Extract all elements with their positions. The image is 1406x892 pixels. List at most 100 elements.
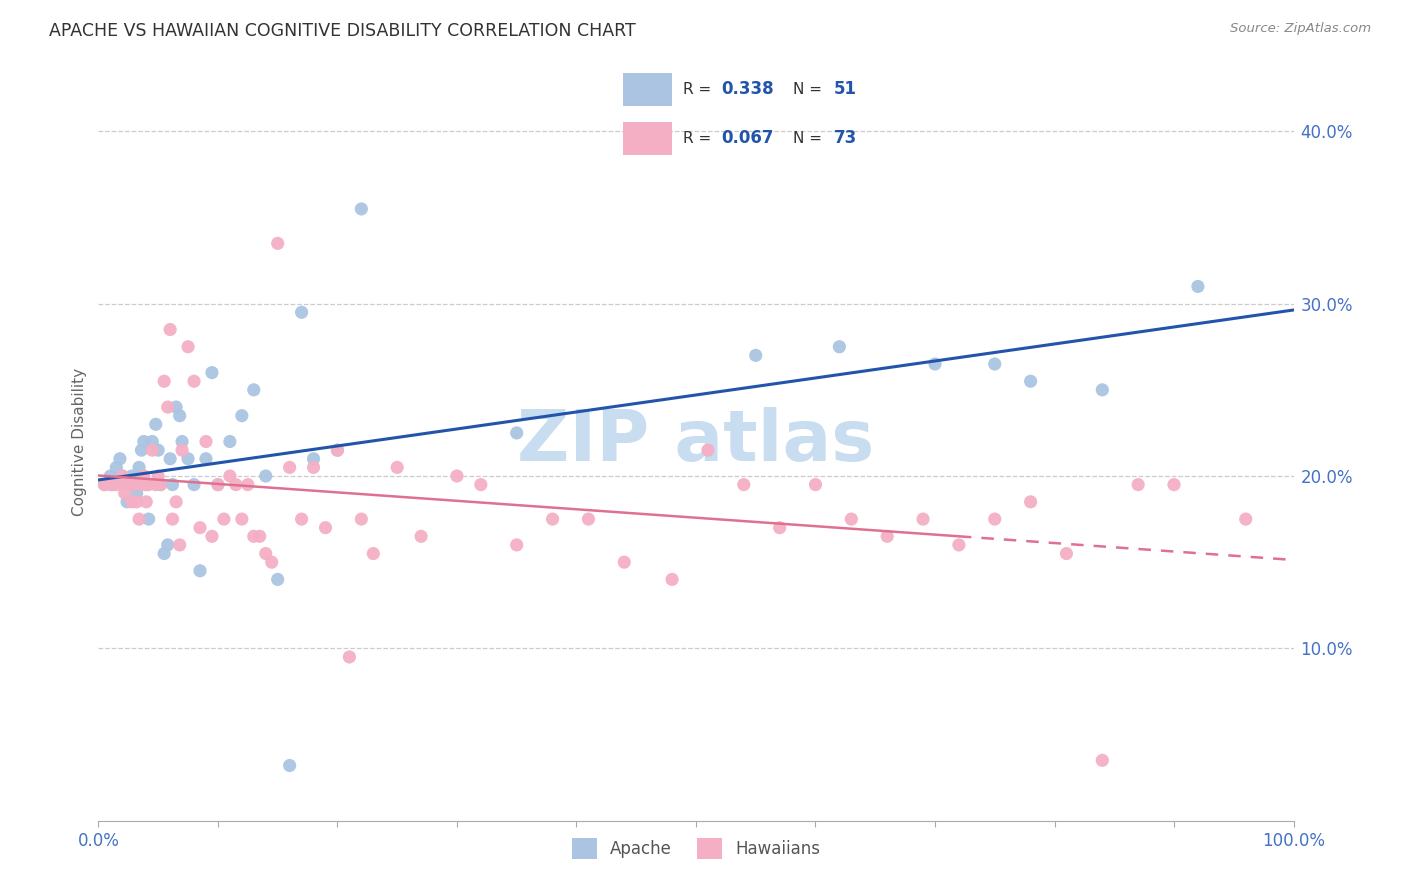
Point [121, 495, 143, 509]
Point [138, 477, 160, 491]
Point [207, 477, 229, 491]
Point [114, 477, 136, 491]
Point [156, 400, 179, 414]
Point [98, 477, 122, 491]
Point [613, 555, 636, 569]
Point [326, 443, 349, 458]
Text: R =: R = [683, 81, 716, 96]
Point [385, 460, 409, 475]
Point [219, 469, 242, 483]
Point [132, 434, 155, 449]
Point [1091, 383, 1114, 397]
Point [165, 495, 187, 509]
Point [225, 477, 247, 491]
Point [114, 486, 136, 500]
Point [243, 383, 266, 397]
Point [350, 512, 373, 526]
Point [115, 495, 138, 509]
Point [132, 469, 155, 483]
Point [117, 477, 139, 491]
Point [339, 649, 361, 664]
Point [183, 374, 205, 388]
Point [101, 477, 124, 491]
Point [948, 538, 970, 552]
Point [128, 512, 150, 526]
Point [162, 477, 184, 491]
Text: 0.338: 0.338 [721, 80, 773, 98]
Point [108, 451, 131, 466]
Point [125, 486, 148, 500]
Point [350, 202, 373, 216]
Point [302, 451, 325, 466]
Point [1187, 279, 1209, 293]
Point [984, 357, 1007, 371]
Text: APACHE VS HAWAIIAN COGNITIVE DISABILITY CORRELATION CHART: APACHE VS HAWAIIAN COGNITIVE DISABILITY … [49, 22, 636, 40]
Point [697, 443, 720, 458]
Point [446, 469, 468, 483]
Point [131, 443, 153, 458]
Point [1234, 512, 1257, 526]
Point [254, 547, 277, 561]
Point [249, 529, 271, 543]
Point [278, 758, 301, 772]
Point [876, 529, 898, 543]
Point [172, 443, 194, 458]
Point [153, 547, 176, 561]
Text: ZIP atlas: ZIP atlas [517, 407, 875, 476]
Point [911, 512, 934, 526]
Point [141, 434, 163, 449]
Point [841, 512, 863, 526]
Point [924, 357, 946, 371]
Point [148, 469, 170, 483]
Point [121, 469, 143, 483]
Point [125, 495, 148, 509]
Point [172, 434, 194, 449]
Point [506, 538, 529, 552]
Point [1019, 374, 1042, 388]
Point [128, 460, 150, 475]
Point [363, 547, 385, 561]
Point [111, 469, 134, 483]
Point [131, 477, 153, 491]
Point [267, 236, 290, 251]
Point [105, 460, 128, 475]
Point [506, 425, 529, 440]
Point [156, 538, 179, 552]
Point [291, 305, 314, 319]
Text: 51: 51 [834, 80, 856, 98]
Point [231, 409, 253, 423]
Point [138, 512, 160, 526]
Point [1019, 495, 1042, 509]
Point [1056, 547, 1078, 561]
Point [243, 529, 266, 543]
Point [212, 512, 235, 526]
Point [1091, 753, 1114, 767]
Point [411, 529, 433, 543]
Point [124, 477, 146, 491]
Point [165, 400, 187, 414]
Point [768, 521, 790, 535]
Point [149, 477, 172, 491]
Text: N =: N = [793, 131, 827, 146]
Point [145, 417, 167, 432]
Point [219, 434, 242, 449]
Point [236, 477, 259, 491]
Point [195, 451, 218, 466]
Point [984, 512, 1007, 526]
Point [804, 477, 827, 491]
Text: Source: ZipAtlas.com: Source: ZipAtlas.com [1230, 22, 1371, 36]
Point [231, 512, 253, 526]
Point [93, 477, 115, 491]
Point [733, 477, 755, 491]
Text: 73: 73 [834, 129, 856, 147]
Point [745, 348, 768, 362]
Point [828, 340, 851, 354]
Point [1128, 477, 1150, 491]
Point [267, 573, 290, 587]
Point [183, 477, 205, 491]
Point [169, 538, 191, 552]
Point [291, 512, 314, 526]
Point [201, 529, 224, 543]
Point [149, 477, 172, 491]
Text: 0.067: 0.067 [721, 129, 773, 147]
